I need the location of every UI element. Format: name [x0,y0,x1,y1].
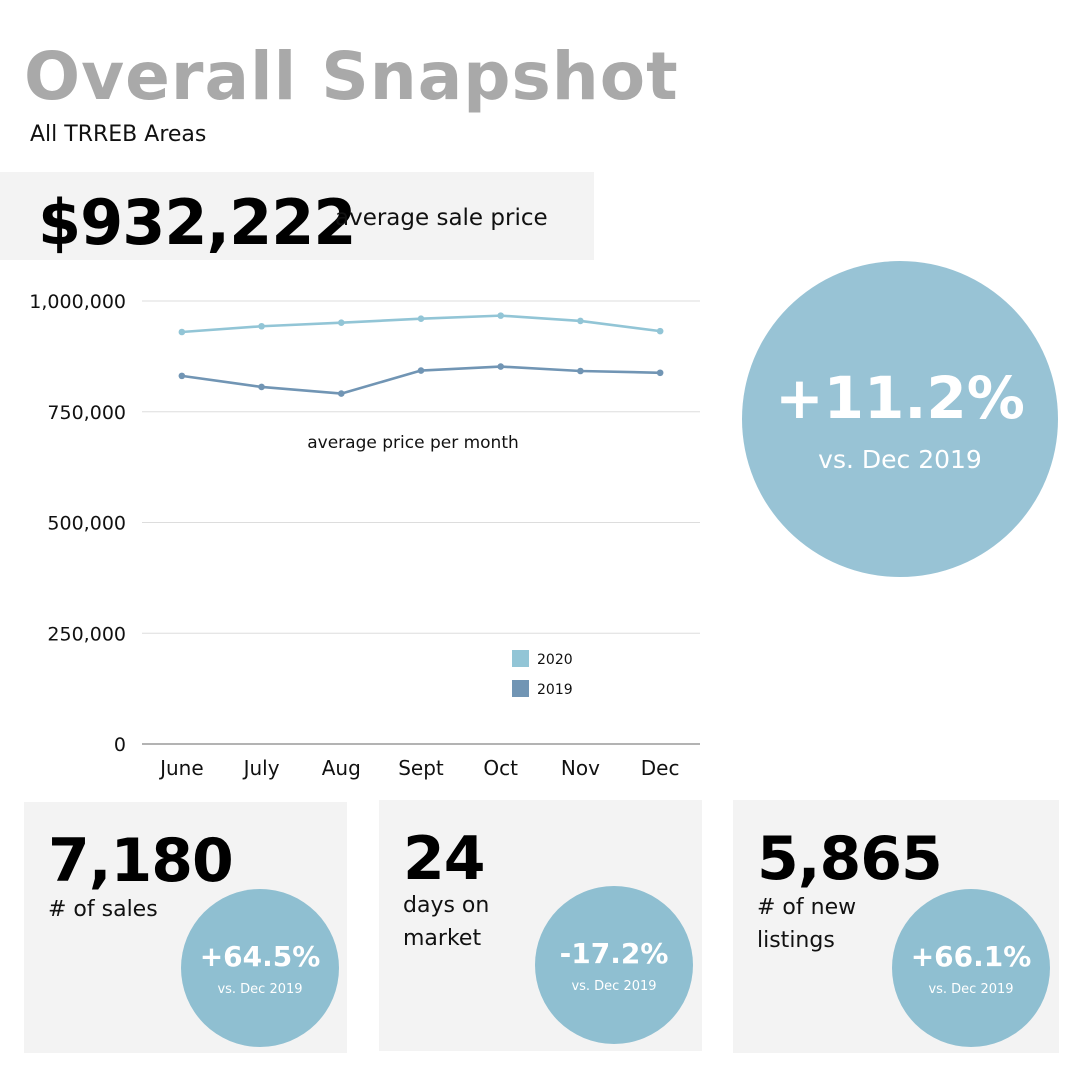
new-listings-change-circle: +66.1% vs. Dec 2019 [892,889,1050,1047]
price-change-value: +11.2% [775,364,1025,432]
days-on-market-change-value: -17.2% [559,937,669,970]
series-2019-point [497,363,505,370]
series-2019-point [417,367,425,374]
average-price-chart: 0 250,000 500,000 750,000 1,000,000 June July A… [29,291,700,780]
series-2020-point [497,312,505,319]
x-tick-label: Aug [322,756,361,780]
new-listings-change-value: +66.1% [910,940,1032,973]
series-2019-point [577,367,584,375]
days-on-market-label-line2: market [403,926,482,951]
series-2020-point [577,317,584,325]
chart-title: average price per month [307,433,519,453]
y-tick-label: 250,000 [47,623,126,645]
new-listings-label-line1: # of new [757,895,857,920]
sales-change-comparison: vs. Dec 2019 [217,982,303,997]
days-on-market-label-line1: days on [403,893,490,918]
days-on-market-value: 24 [403,824,485,894]
days-on-market-change-comparison: vs. Dec 2019 [571,979,657,994]
days-on-market-change-circle: -17.2% vs. Dec 2019 [535,886,693,1044]
sales-card: 7,180 # of sales +64.5% vs. Dec 2019 [24,802,347,1053]
price-change-circle: +11.2% vs. Dec 2019 [742,261,1058,577]
sales-value: 7,180 [48,826,234,896]
x-tick-label: Nov [561,756,600,780]
series-2019-point [258,383,265,391]
sales-label: # of sales [48,897,158,922]
days-on-market-card: 24 days on market -17.2% vs. Dec 2019 [379,800,702,1051]
series-2019-point [337,390,345,397]
legend-label-2019: 2019 [537,682,573,698]
new-listings-label-line2: listings [757,928,835,953]
new-listings-change-comparison: vs. Dec 2019 [928,982,1014,997]
average-price-panel: $932,222 average sale price [0,172,594,260]
y-tick-label: 1,000,000 [29,291,126,313]
new-listings-card: 5,865 # of new listings +66.1% vs. Dec 2… [733,800,1059,1053]
page-subtitle: All TRREB Areas [30,122,207,147]
series-2020-point [337,319,345,327]
page-title: Overall Snapshot [24,38,679,115]
sales-change-circle: +64.5% vs. Dec 2019 [181,889,339,1047]
average-price-value: $932,222 [38,186,357,259]
x-tick-label: Dec [641,756,680,780]
legend-swatch-2020 [512,650,529,667]
series-2020-point [656,327,664,335]
series-2020-point [178,328,186,336]
x-tick-label: Oct [483,756,518,780]
legend-swatch-2019 [512,680,529,697]
series-2020-point [417,315,425,323]
series-2019-point [178,372,186,380]
x-tick-label: Sept [398,756,444,780]
legend-label-2020: 2020 [537,652,573,668]
y-tick-label: 0 [114,734,126,756]
x-tick-label: July [242,756,280,780]
new-listings-value: 5,865 [757,824,943,894]
y-tick-label: 750,000 [47,402,126,424]
sales-change-value: +64.5% [199,940,321,973]
series-2020-point [258,322,265,330]
series-2019-point [656,369,664,377]
x-tick-label: June [158,756,204,780]
average-price-label: average sale price [335,205,548,231]
y-tick-label: 500,000 [47,513,126,535]
price-change-comparison: vs. Dec 2019 [818,445,982,474]
